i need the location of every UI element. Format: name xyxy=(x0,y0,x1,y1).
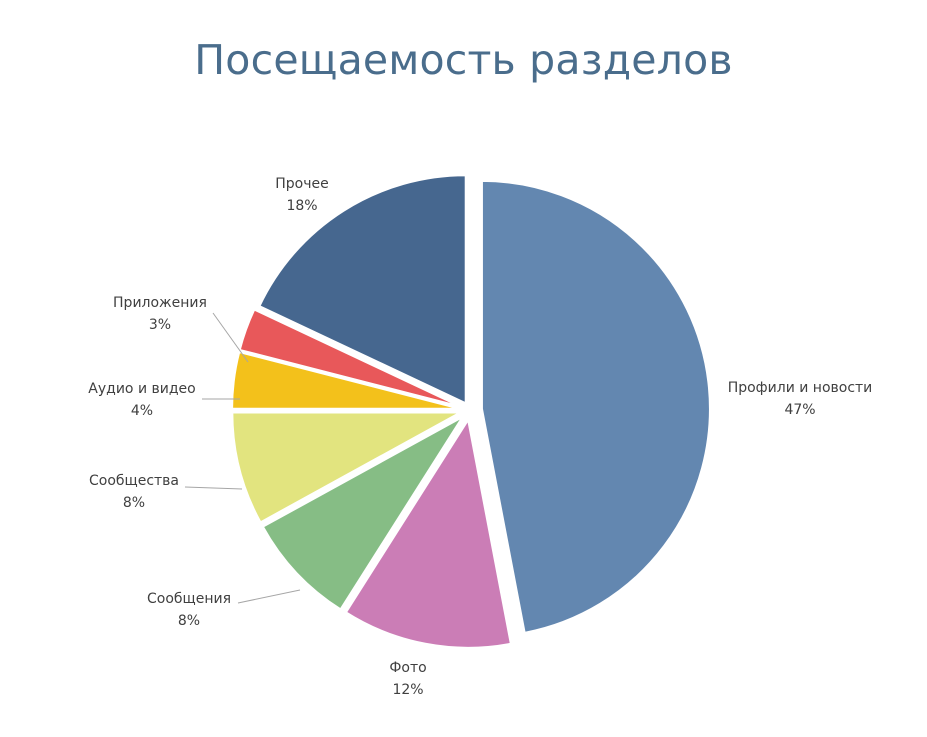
leader-lines xyxy=(184,312,301,604)
leader-line-communities xyxy=(184,486,243,490)
slice-value-messages: 8% xyxy=(178,613,200,629)
slice-label-communities: Сообщества xyxy=(89,473,179,489)
pie-slice-communities xyxy=(231,411,462,524)
slice-label-messages: Сообщения xyxy=(147,591,231,607)
chart-title: Посещаемость разделов xyxy=(194,36,733,84)
slice-value-apps: 3% xyxy=(149,317,171,333)
pie-slice-other xyxy=(258,174,467,405)
slice-label-audio-video: Аудио и видео xyxy=(88,381,195,397)
pie-slice-photo xyxy=(344,418,512,649)
pie-slice-audio-video xyxy=(231,351,462,410)
slice-label-apps: Приложения xyxy=(113,295,207,311)
slice-value-other: 18% xyxy=(286,198,317,214)
slice-value-communities: 8% xyxy=(123,495,145,511)
slice-label-other: Прочее xyxy=(275,176,328,192)
slice-label-profiles-news: Профили и новости xyxy=(728,380,873,396)
leader-line-messages xyxy=(237,589,301,604)
slice-label-photo: Фото xyxy=(389,660,426,676)
slice-value-profiles-news: 47% xyxy=(784,402,815,418)
slice-value-audio-video: 4% xyxy=(131,403,153,419)
pie-slice-profiles-news xyxy=(480,179,711,634)
pie-slice-messages xyxy=(261,415,464,611)
pie-slices xyxy=(231,174,711,649)
slice-value-photo: 12% xyxy=(392,682,423,698)
slice-labels: Профили и новости 47% Фото 12% Сообщения 8% Со… xyxy=(88,176,872,698)
leader-line-apps xyxy=(212,312,249,363)
